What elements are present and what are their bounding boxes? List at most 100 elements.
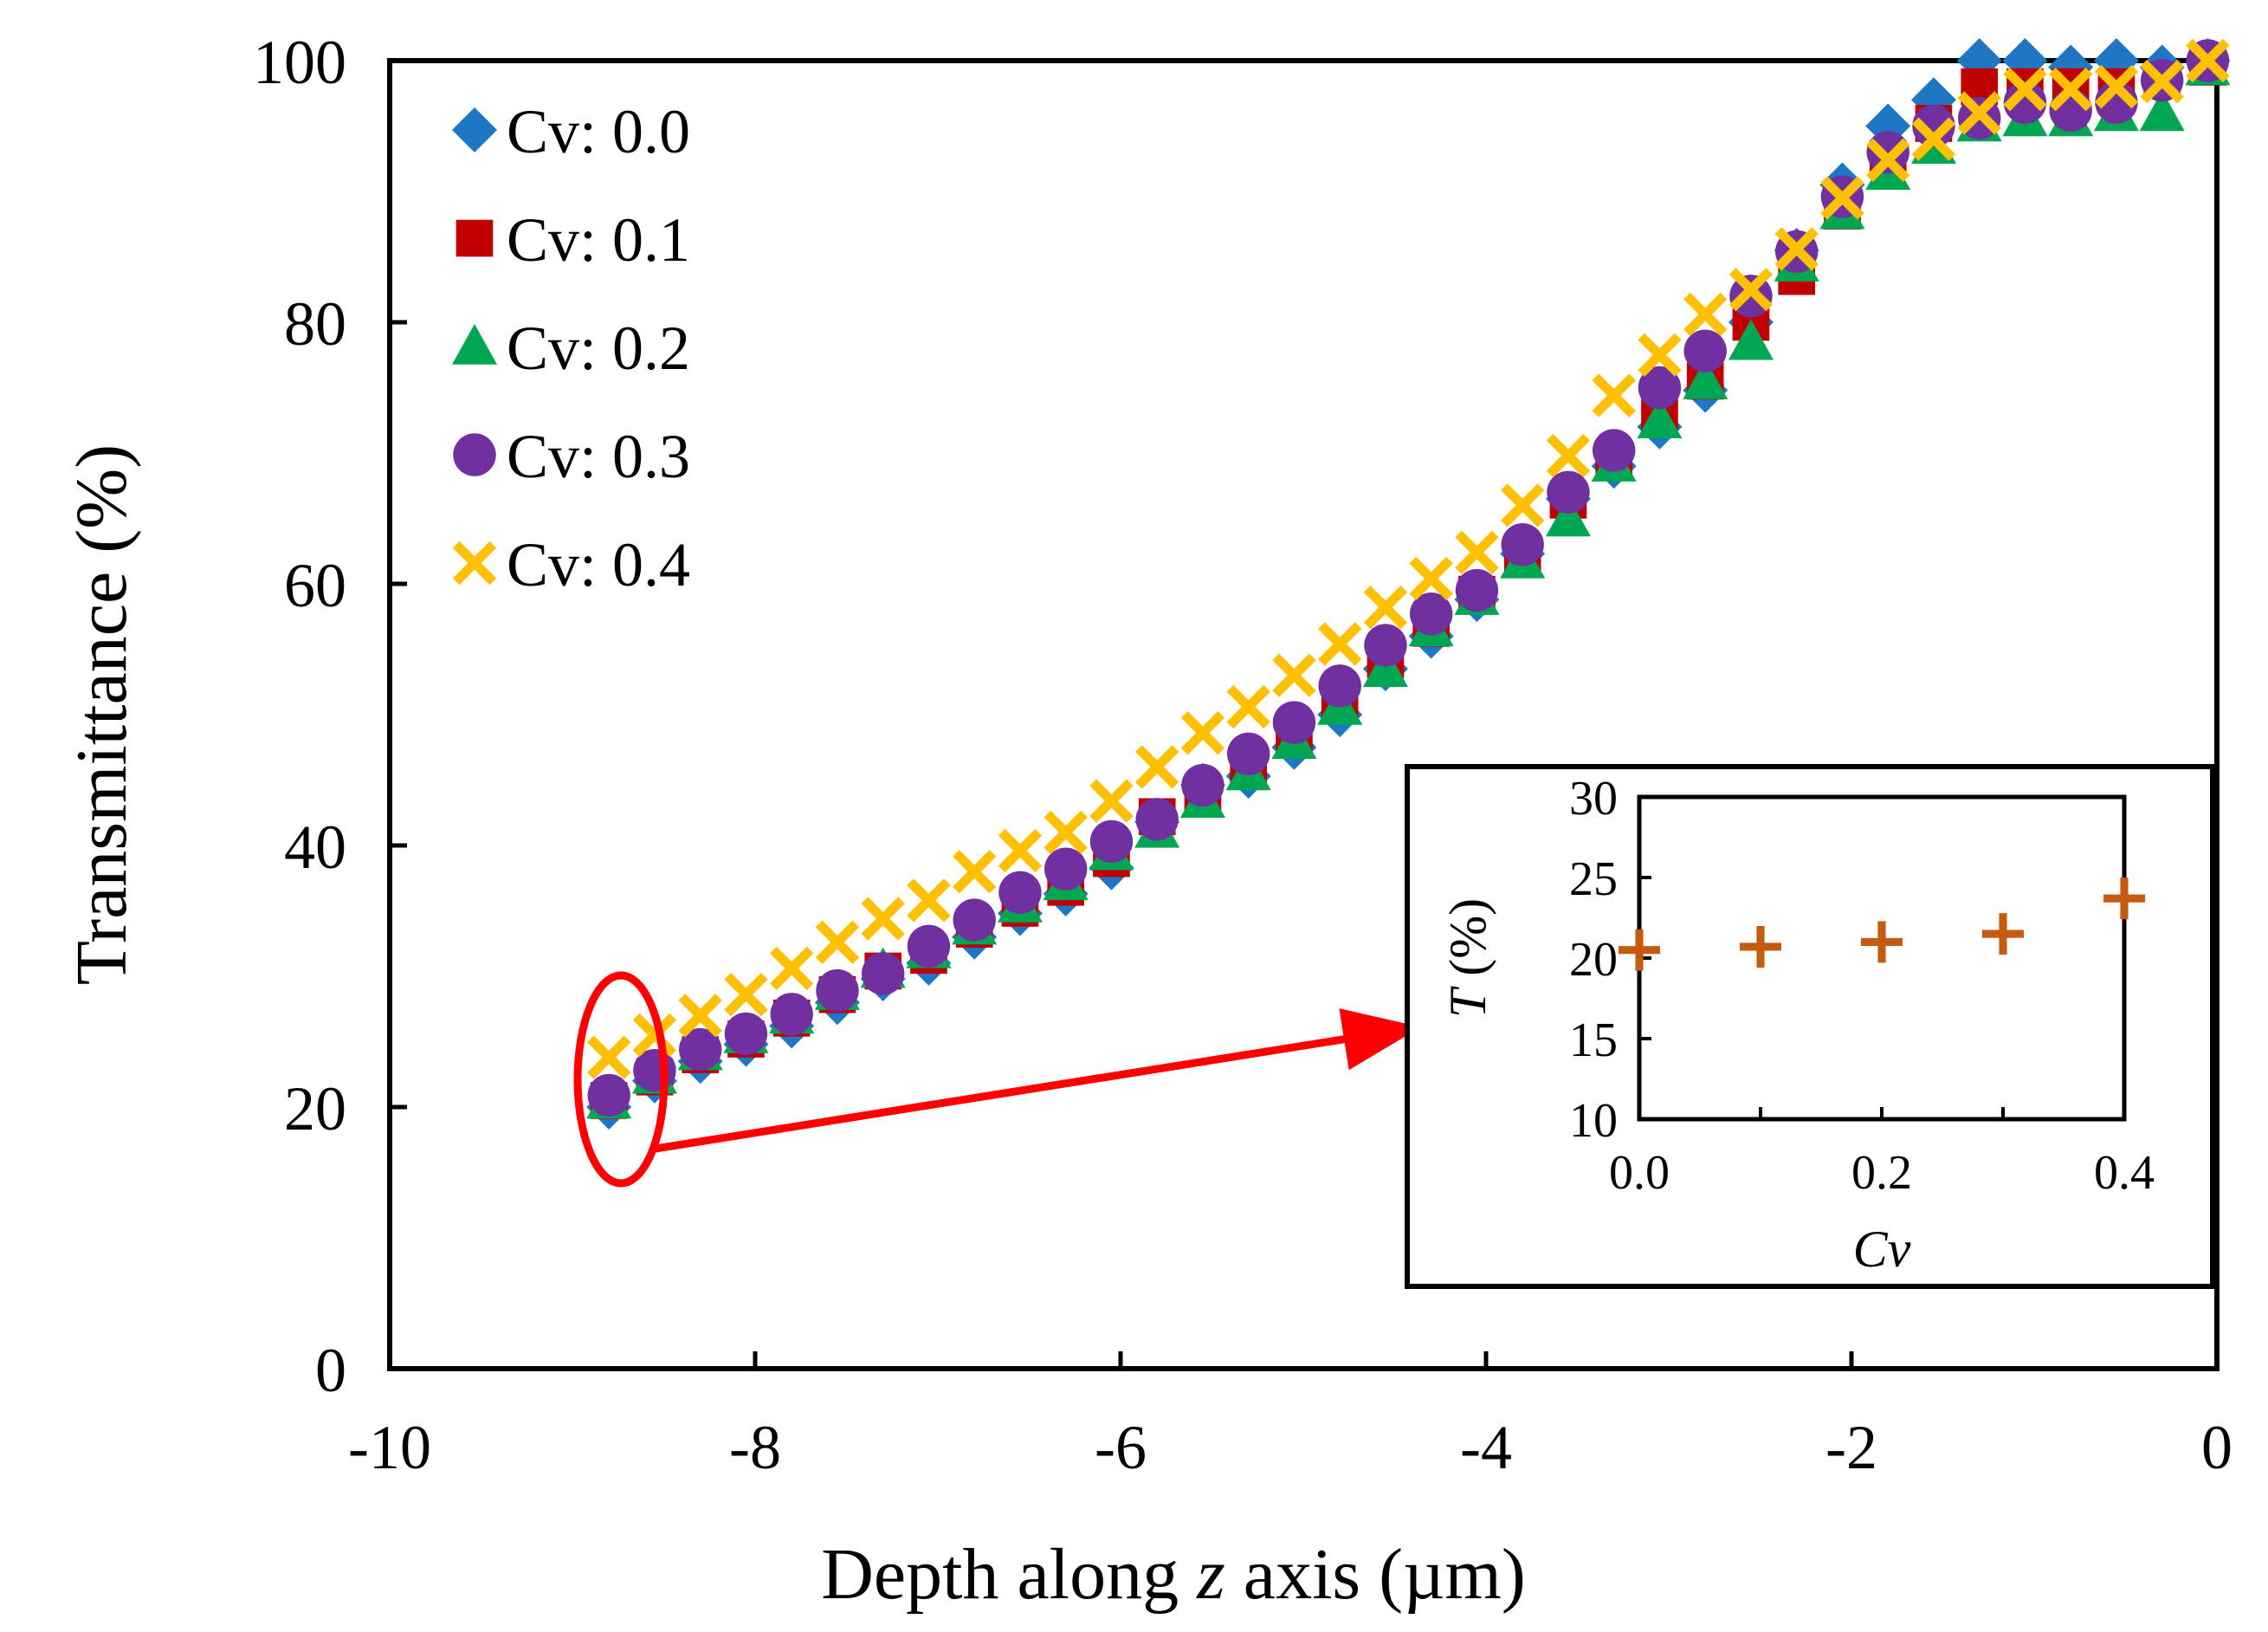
data-point-cv04 xyxy=(1820,176,1864,220)
main-y-ticks: 0 20 40 60 80 100 xyxy=(253,28,407,1405)
main-y-tick-label: 100 xyxy=(253,28,346,97)
inset-x-axis-title: Cv xyxy=(1853,1221,1911,1278)
main-x-tick-label: 0 xyxy=(2201,1413,2232,1482)
inset-y-title-rest: (%) xyxy=(1439,898,1496,989)
main-x-tick-label: -6 xyxy=(1095,1413,1147,1482)
inset-y-axis-title: T (%) xyxy=(1439,898,1496,1018)
data-point-cv03 xyxy=(1135,798,1179,841)
data-point-cv04 xyxy=(1455,530,1499,574)
data-point-cv03 xyxy=(587,1073,630,1117)
inset-data-point xyxy=(1740,925,1781,968)
legend-marker-cv01 xyxy=(456,219,494,257)
inset-y-tick-label: 20 xyxy=(1569,933,1618,987)
data-point-cv03 xyxy=(816,968,859,1013)
data-point-cv02 xyxy=(1637,398,1683,439)
main-y-tick-label: 80 xyxy=(284,289,346,359)
data-point-cv04 xyxy=(1089,779,1134,823)
inset-points xyxy=(1619,878,2145,971)
data-point-cv04 xyxy=(1592,373,1636,418)
data-point-cv02 xyxy=(2139,90,2185,132)
data-point-cv03 xyxy=(2003,81,2047,125)
inset-x-tick-label: 0.0 xyxy=(1609,1146,1670,1200)
data-point-cv03 xyxy=(1364,624,1407,667)
data-point-cv04 xyxy=(1728,268,1774,312)
data-point-cv03 xyxy=(1638,366,1682,410)
data-point-cv04 xyxy=(1318,622,1362,666)
data-point-cv02 xyxy=(1545,495,1591,537)
data-point-cv04 xyxy=(1501,483,1545,528)
inset-y-tick-label: 25 xyxy=(1569,852,1618,906)
data-point-cv04 xyxy=(907,878,951,923)
x-title-part-1: Depth along xyxy=(821,1534,1197,1615)
data-point-cv03 xyxy=(1547,470,1590,514)
data-point-cv03 xyxy=(1410,593,1453,636)
data-point-cv03 xyxy=(862,952,905,995)
main-x-tick-label: -10 xyxy=(348,1413,431,1482)
inset-data-point xyxy=(2103,878,2145,920)
data-point-cv03 xyxy=(907,924,951,968)
inset-data-point xyxy=(1982,913,2024,955)
data-point-cv04 xyxy=(587,1035,631,1079)
data-point-cv04 xyxy=(2049,68,2093,112)
legend-label-cv03: Cv: 0.3 xyxy=(507,422,690,491)
data-point-cv04 xyxy=(770,946,814,991)
main-plot-frame xyxy=(387,58,2220,1371)
legend-label-cv04: Cv: 0.4 xyxy=(507,530,690,599)
legend: Cv: 0.0 Cv: 0.1 Cv: 0.2 Cv: 0.3 Cv: 0.4 xyxy=(452,97,690,599)
inset-y-ticks: 10 15 20 25 30 xyxy=(1569,772,1651,1148)
legend-marker-cv02 xyxy=(452,324,497,365)
data-point-cv02 xyxy=(1683,358,1728,399)
legend-label-cv00: Cv: 0.0 xyxy=(507,97,690,166)
data-point-cv04 xyxy=(1774,227,1819,271)
x-title-part-italic: z xyxy=(1196,1534,1225,1615)
data-point-cv03 xyxy=(998,871,1042,915)
main-y-tick-label: 0 xyxy=(315,1336,346,1405)
data-point-cv03 xyxy=(1912,104,1955,148)
main-x-ticks: -10 -8 -6 -4 -2 0 xyxy=(348,1351,2232,1482)
data-point-cv04 xyxy=(678,994,722,1038)
data-point-cv04 xyxy=(1363,585,1408,630)
data-point-cv04 xyxy=(1911,117,1956,161)
data-point-cv04 xyxy=(1272,653,1316,697)
main-series xyxy=(586,38,2231,1130)
data-point-cv04 xyxy=(998,828,1043,873)
inset-x-ticks: 0.0 0.2 0.4 xyxy=(1609,1107,2155,1200)
main-x-tick-label: -8 xyxy=(729,1413,781,1482)
data-point-cv03 xyxy=(1318,664,1361,708)
main-x-tick-label: -2 xyxy=(1825,1413,1877,1482)
main-x-tick-label: -4 xyxy=(1460,1413,1512,1482)
data-point-cv04 xyxy=(632,1013,677,1058)
main-x-axis-title: Depth along z axis (µm) xyxy=(821,1534,1526,1615)
inset-y-tick-label: 15 xyxy=(1569,1014,1618,1067)
data-point-cv03 xyxy=(1089,819,1134,864)
data-point-cv04 xyxy=(861,897,905,941)
inset-data-point xyxy=(1619,929,1660,971)
data-point-cv04 xyxy=(1044,810,1088,855)
data-point-cv03 xyxy=(679,1027,722,1072)
legend-label-cv02: Cv: 0.2 xyxy=(507,314,690,383)
data-point-cv03 xyxy=(770,993,813,1036)
inset-x-tick-label: 0.4 xyxy=(2094,1146,2155,1200)
data-point-cv04 xyxy=(2003,68,2047,112)
data-point-cv04 xyxy=(1135,745,1179,789)
data-point-cv03 xyxy=(724,1012,768,1056)
data-point-cv04 xyxy=(1226,684,1270,729)
inset-data-point xyxy=(1861,921,1903,963)
inset-y-title-italic: T xyxy=(1439,986,1496,1018)
highlight-arrow xyxy=(655,1008,1421,1153)
main-y-tick-label: 20 xyxy=(284,1074,346,1143)
data-point-cv03 xyxy=(953,898,996,942)
series-cv04 xyxy=(587,38,2230,1079)
data-point-cv03 xyxy=(1044,847,1088,890)
data-point-cv04 xyxy=(1180,710,1225,755)
data-point-cv03 xyxy=(1455,568,1499,612)
data-point-cv04 xyxy=(2140,59,2184,104)
legend-label-cv01: Cv: 0.1 xyxy=(507,205,690,275)
data-point-cv04 xyxy=(2186,38,2230,83)
inset-box xyxy=(1405,764,2215,1289)
data-point-cv04 xyxy=(724,972,768,1017)
x-title-part-2: axis (µm) xyxy=(1225,1534,1526,1615)
data-point-cv04 xyxy=(1866,138,1910,182)
data-point-cv02 xyxy=(1728,319,1774,360)
